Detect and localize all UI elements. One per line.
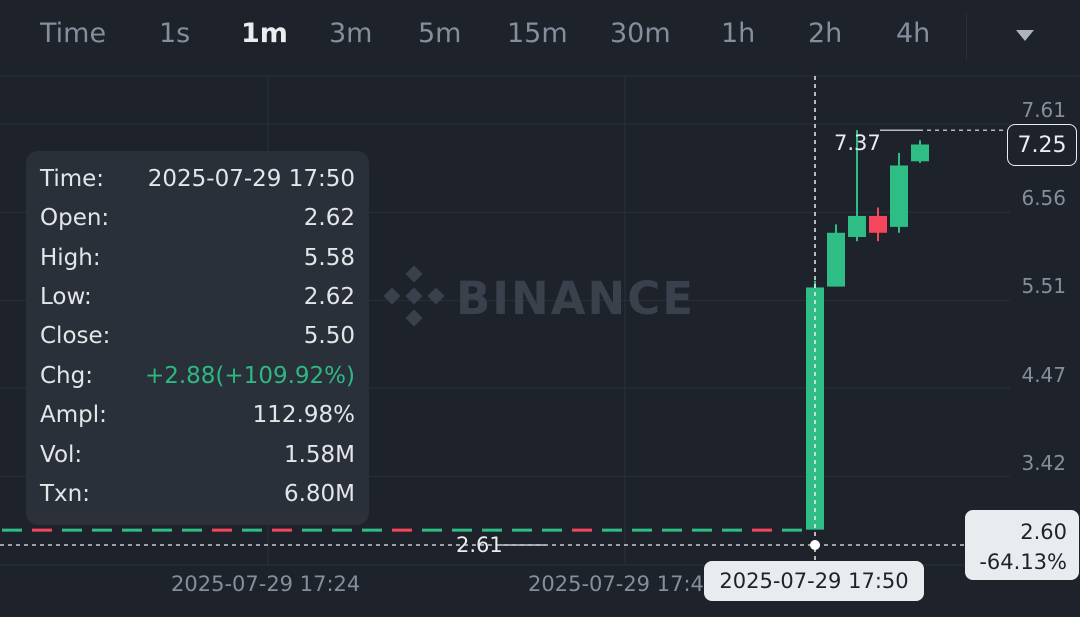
flat-candle: [752, 528, 772, 532]
tooltip-value: 2.62: [303, 205, 355, 231]
flat-candle: [272, 528, 292, 532]
flat-candle: [92, 528, 112, 532]
candle-body: [890, 165, 908, 227]
tooltip-key: Close:: [40, 323, 111, 349]
tab-3m[interactable]: 3m: [329, 18, 373, 49]
flat-candle: [122, 528, 142, 532]
flat-candle: [392, 528, 412, 532]
tooltip-key: High:: [40, 245, 101, 271]
tooltip-row: Open: 2.62: [40, 205, 355, 235]
flat-candle: [422, 528, 442, 532]
flat-candle: [152, 528, 172, 532]
candle-body: [911, 144, 929, 162]
crosshair-price-tag: 2.60 -64.13%: [965, 510, 1079, 580]
flat-candle: [602, 528, 622, 532]
tooltip-value: 1.58M: [283, 442, 355, 468]
tab-2h[interactable]: 2h: [808, 18, 843, 49]
binance-watermark: BINANCE: [382, 264, 693, 328]
tooltip-row: Chg: +2.88(+109.92%): [40, 363, 355, 393]
flat-candle: [512, 528, 532, 532]
tooltip-value: 5.50: [303, 323, 355, 349]
x-tick-label: 2025-07-29 17:24: [171, 572, 361, 596]
flat-candle: [722, 528, 742, 532]
tooltip-row: Close: 5.50: [40, 323, 355, 353]
tab-15m[interactable]: 15m: [507, 18, 568, 49]
flat-candle: [362, 528, 382, 532]
tooltip-key: Chg:: [40, 363, 93, 389]
candle-body: [869, 215, 887, 233]
low-price-annotation: 2.61: [456, 533, 503, 557]
watermark-text: BINANCE: [456, 272, 695, 325]
tooltip-key: Time:: [40, 166, 105, 192]
tooltip-key: Open:: [40, 205, 110, 231]
tooltip-key: Ampl:: [40, 402, 107, 428]
tooltip-key: Low:: [40, 284, 92, 310]
interval-tabs: Time 1s 1m 3m 5m 15m 30m 1h 2h 4h: [0, 0, 1080, 76]
y-tick-label: 7.61: [1021, 98, 1066, 122]
y-tick-label: 6.56: [1021, 186, 1066, 210]
tooltip-key: Txn:: [40, 481, 90, 507]
tooltip-value: 112.98%: [252, 402, 355, 428]
candle-body: [827, 232, 845, 287]
high-price-annotation: 7.37: [834, 131, 881, 155]
y-tick-label: 4.47: [1021, 363, 1066, 387]
tab-30m[interactable]: 30m: [610, 18, 671, 49]
crosshair-change: -64.13%: [979, 550, 1067, 574]
tooltip-value: 2.62: [303, 284, 355, 310]
flat-candle: [2, 528, 22, 532]
tooltip-row: Txn: 6.80M: [40, 481, 355, 511]
crosshair-dot: [810, 540, 820, 550]
candle-body: [806, 287, 824, 530]
candles: [806, 130, 929, 530]
crosshair-lines: [0, 76, 1007, 565]
chevron-down-icon[interactable]: [1016, 30, 1034, 41]
flat-candle: [62, 528, 82, 532]
tooltip-key: Vol:: [40, 442, 83, 468]
flat-candle: [632, 528, 652, 532]
flat-candle: [542, 528, 562, 532]
flat-candle: [662, 528, 682, 532]
flat-candle: [182, 528, 202, 532]
tooltip-value: 5.58: [303, 245, 355, 271]
crosshair-price: 2.60: [1020, 520, 1067, 544]
tooltip-row: Time: 2025-07-29 17:50: [40, 166, 355, 196]
tab-4h[interactable]: 4h: [896, 18, 931, 49]
flat-candle: [482, 528, 502, 532]
binance-logo-icon: [383, 265, 445, 327]
y-tick-label: 3.42: [1021, 451, 1066, 475]
flat-candles: [2, 528, 802, 532]
tooltip-row: Ampl: 112.98%: [40, 402, 355, 432]
ohlc-tooltip: Time: 2025-07-29 17:50 Open: 2.62 High: …: [26, 151, 369, 525]
tab-time[interactable]: Time: [40, 18, 107, 49]
tooltip-value: +2.88(+109.92%): [144, 363, 355, 389]
tab-1s[interactable]: 1s: [159, 18, 191, 49]
flat-candle: [572, 528, 592, 532]
flat-candle: [782, 528, 802, 532]
flat-candle: [32, 528, 52, 532]
tooltip-row: High: 5.58: [40, 245, 355, 275]
flat-candle: [302, 528, 322, 532]
flat-candle: [242, 528, 262, 532]
current-price-tag: 7.25: [1007, 124, 1077, 166]
flat-candle: [332, 528, 352, 532]
tooltip-value: 2025-07-29 17:50: [147, 166, 355, 192]
tooltip-value: 6.80M: [283, 481, 355, 507]
y-tick-label: 5.51: [1021, 274, 1066, 298]
tooltip-row: Low: 2.62: [40, 284, 355, 314]
tab-1h[interactable]: 1h: [721, 18, 756, 49]
candle-body: [848, 215, 866, 237]
crosshair-time-tag: 2025-07-29 17:50: [704, 561, 924, 601]
tooltip-row: Vol: 1.58M: [40, 442, 355, 472]
flat-candle: [212, 528, 232, 532]
flat-candle: [452, 528, 472, 532]
tab-5m[interactable]: 5m: [418, 18, 462, 49]
tab-divider: [966, 14, 967, 60]
flat-candle: [692, 528, 712, 532]
x-tick-label: 2025-07-29 17:4: [528, 572, 704, 596]
tab-1m[interactable]: 1m: [241, 18, 288, 49]
